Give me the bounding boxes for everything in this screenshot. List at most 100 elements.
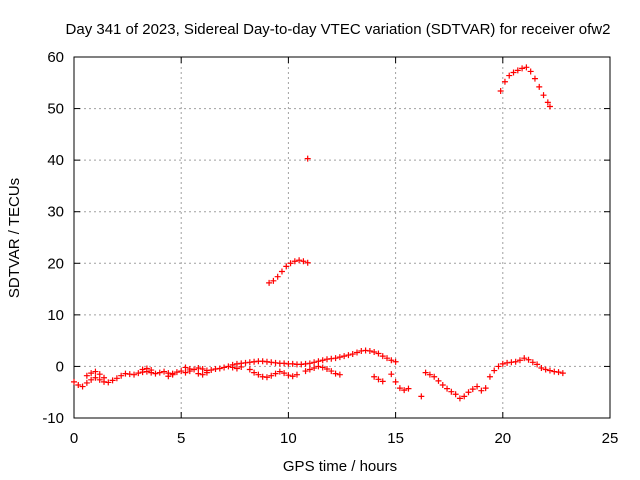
data-point-low-band-secondary xyxy=(302,368,309,375)
data-point-low-band-main xyxy=(105,379,112,386)
data-point-afternoon-dip xyxy=(546,367,553,374)
x-tick-label: 20 xyxy=(494,430,511,447)
data-point-mid-arc xyxy=(287,260,294,267)
x-tick-labels: 0 5 10 15 20 25 xyxy=(70,430,619,447)
x-tick-label: 0 xyxy=(70,430,78,447)
data-point-low-band-secondary xyxy=(83,372,90,379)
data-point-low-band-main xyxy=(375,350,382,357)
data-point-high-arc xyxy=(544,99,551,106)
data-point-afternoon-dip xyxy=(452,391,459,398)
data-point-afternoon-dip xyxy=(456,395,463,402)
data-point-low-band-main xyxy=(336,354,343,361)
data-point-mid-arc xyxy=(296,257,303,264)
data-point-afternoon-dip xyxy=(396,385,403,392)
data-point-low-band-secondary xyxy=(101,374,108,381)
data-point-afternoon-dip xyxy=(495,363,502,370)
data-point-low-band-secondary xyxy=(92,368,99,375)
data-point-high-arc xyxy=(536,83,543,90)
data-point-low-band-main xyxy=(161,368,168,375)
data-point-low-band-secondary xyxy=(285,372,292,379)
x-tick-label: 5 xyxy=(177,430,185,447)
data-point-afternoon-dip xyxy=(388,371,395,378)
data-point-low-band-main xyxy=(315,358,322,365)
data-point-afternoon-dip xyxy=(422,369,429,376)
data-point-afternoon-dip xyxy=(469,386,476,393)
data-point-afternoon-dip xyxy=(542,366,549,373)
data-point-low-band-secondary xyxy=(195,370,202,377)
data-point-low-band-main xyxy=(118,372,125,379)
data-point-low-band-secondary xyxy=(229,364,236,371)
data-point-low-band-main xyxy=(135,370,142,377)
data-point-low-band-secondary xyxy=(336,371,343,378)
data-point-low-band-secondary xyxy=(306,366,313,373)
data-point-low-band-secondary xyxy=(276,368,283,375)
data-point-afternoon-dip xyxy=(439,381,446,388)
data-point-low-band-secondary xyxy=(255,371,262,378)
data-point-low-band-main xyxy=(195,364,202,371)
data-point-low-band-main xyxy=(221,364,228,371)
axis-ticks xyxy=(73,56,611,419)
data-point-high-arc xyxy=(510,69,517,76)
data-point-afternoon-dip xyxy=(534,361,541,368)
x-axis-label: GPS time / hours xyxy=(283,458,397,475)
data-point-afternoon-dip xyxy=(559,370,566,377)
data-point-afternoon-dip xyxy=(491,367,498,374)
data-point-mid-arc xyxy=(300,258,307,265)
data-point-low-band-main xyxy=(388,357,395,364)
data-point-low-band-main xyxy=(332,355,339,362)
data-point-afternoon-dip xyxy=(444,385,451,392)
data-point-afternoon-dip xyxy=(371,373,378,380)
data-point-afternoon-dip xyxy=(461,393,468,400)
y-tick-label: -10 xyxy=(42,410,64,427)
data-point-afternoon-dip xyxy=(405,385,412,392)
y-tick-label: 50 xyxy=(47,101,64,118)
data-point-low-band-main xyxy=(79,383,86,390)
x-tick-label: 10 xyxy=(280,430,297,447)
data-point-low-band-main xyxy=(131,371,138,378)
data-point-mid-arc xyxy=(278,268,285,275)
data-point-mid-arc xyxy=(266,279,273,286)
data-point-low-band-secondary xyxy=(233,365,240,372)
data-point-low-band-secondary xyxy=(199,371,206,378)
data-point-low-band-main xyxy=(311,359,318,366)
plot-frame xyxy=(73,56,611,419)
data-point-low-band-secondary xyxy=(319,364,326,371)
data-point-afternoon-dip xyxy=(448,388,455,395)
data-point-low-band-main xyxy=(109,377,116,384)
data-point-low-band-secondary xyxy=(203,369,210,376)
data-point-high-arc xyxy=(501,78,508,85)
data-point-afternoon-dip xyxy=(465,389,472,396)
data-points xyxy=(71,64,566,402)
data-point-low-band-main xyxy=(371,348,378,355)
data-point-low-band-main xyxy=(345,352,352,359)
data-point-afternoon-dip xyxy=(529,359,536,366)
data-point-afternoon-dip xyxy=(418,393,425,400)
data-point-afternoon-dip xyxy=(482,385,489,392)
data-point-low-band-main xyxy=(216,365,223,372)
data-point-high-arc xyxy=(540,92,547,99)
data-point-low-band-main xyxy=(88,376,95,383)
y-tick-label: 60 xyxy=(47,49,64,66)
y-tick-label: 40 xyxy=(47,152,64,169)
data-point-low-band-main xyxy=(152,370,159,377)
y-tick-label: 0 xyxy=(56,358,64,375)
data-point-afternoon-dip xyxy=(435,377,442,384)
data-point-low-band-secondary xyxy=(96,371,103,378)
grid xyxy=(74,57,610,418)
data-point-high-arc xyxy=(527,68,534,75)
data-point-low-band-secondary xyxy=(293,371,300,378)
chart-title: Day 341 of 2023, Sidereal Day-to-day VTE… xyxy=(66,21,611,38)
data-point-low-band-secondary xyxy=(281,370,288,377)
data-point-low-band-main xyxy=(225,363,232,370)
data-point-low-band-main xyxy=(208,367,215,374)
data-point-low-band-secondary xyxy=(148,367,155,374)
data-point-low-band-main xyxy=(366,347,373,354)
data-point-low-band-main xyxy=(379,353,386,360)
data-point-low-band-secondary xyxy=(272,370,279,377)
data-point-low-band-secondary xyxy=(165,373,172,380)
y-tick-labels: -10 0 10 20 30 40 50 60 xyxy=(42,49,64,427)
data-point-low-band-secondary xyxy=(263,374,270,381)
data-point-low-band-main xyxy=(178,368,185,375)
data-point-low-band-main xyxy=(199,366,206,373)
